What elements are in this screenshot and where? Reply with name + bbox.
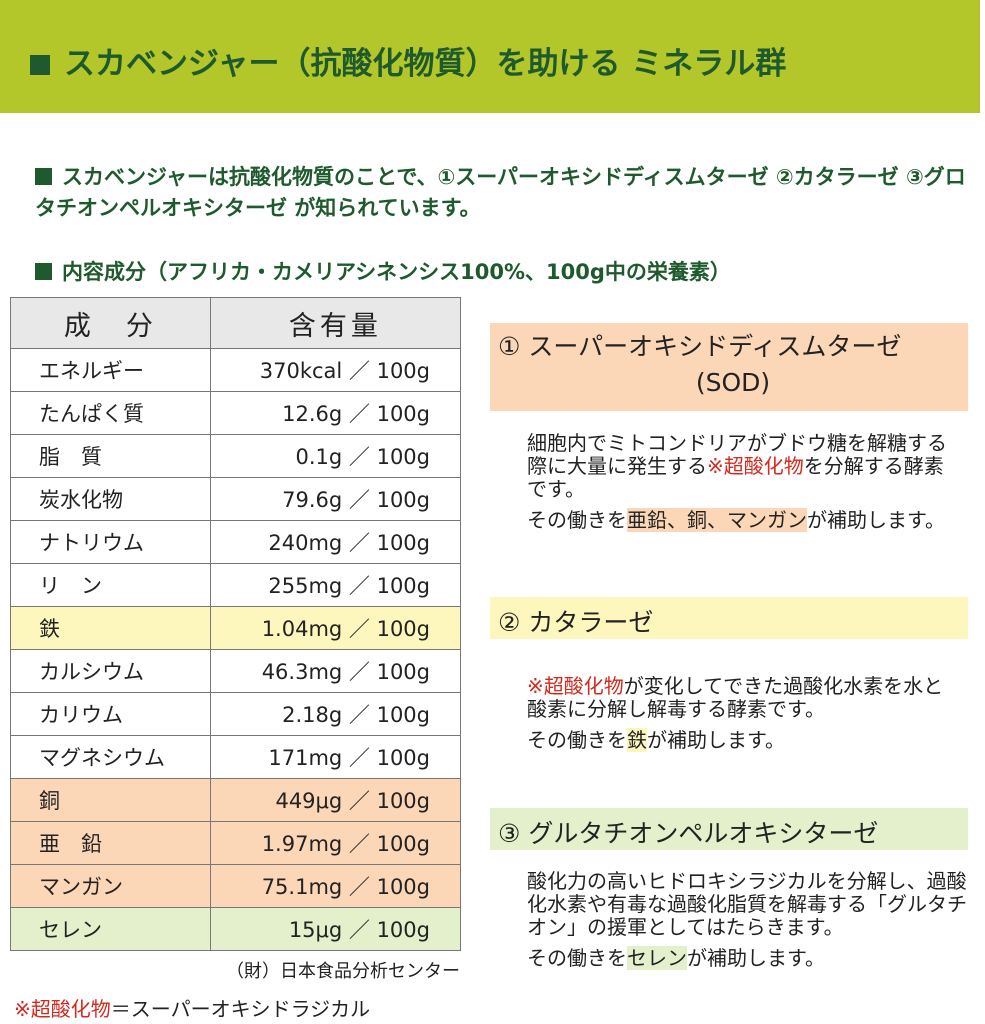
amount-cell: 171mg ／ 100g: [209, 735, 462, 779]
amount-cell: 2.18g ／ 100g: [209, 692, 462, 736]
footnote-text: ＝スーパーオキシドラジカル: [110, 997, 371, 1021]
component-cell: カルシウム: [10, 649, 211, 693]
amount-cell: 15μg ／ 100g: [209, 907, 462, 951]
intro: スカベンジャーは抗酸化物質のことで、①スーパーオキシドディスムターゼ ②カタラー…: [35, 162, 975, 224]
enzyme-subtitle: (SOD): [695, 368, 771, 397]
header: スカベンジャー（抗酸化物質）を助ける ミネラル群: [0, 0, 980, 113]
source: （財）日本食品分析センター: [226, 961, 460, 982]
intro-text: スカベンジャーは抗酸化物質のことで、①スーパーオキシドディスムターゼ ②カタラー…: [35, 165, 966, 220]
enzyme-text: 酸化力の高いヒドロキシラジカルを分解し、過酸化水素や有毒な過酸化脂質を解毒する「…: [527, 870, 982, 978]
component-cell: たんぱく質: [10, 391, 211, 435]
table-row: 炭水化物 79.6g ／ 100g: [10, 477, 462, 521]
table-row: カリウム 2.18g ／ 100g: [10, 692, 462, 736]
amount-cell: 46.3mg ／ 100g: [209, 649, 462, 693]
enzyme-title: ① スーパーオキシドディスムターゼ: [498, 332, 902, 361]
component-cell: 亜 鉛: [10, 821, 211, 865]
amount-cell: 79.6g ／ 100g: [209, 477, 462, 521]
amount-cell: 240mg ／ 100g: [209, 520, 462, 564]
amount-cell: 449μg ／ 100g: [209, 778, 462, 822]
text: ※超酸化物: [527, 674, 624, 698]
footnote: ※超酸化物＝スーパーオキシドラジカル: [14, 993, 370, 1022]
text: が変化してできた過酸化水素を水と酸素に分解し解毒する酵素です。: [527, 674, 944, 721]
enzyme-title: ③ グルタチオンペルオキシターゼ: [498, 819, 879, 848]
caption-text: 内容成分（アフリカ・カメリアシネンシス100%、100g中の栄養素）: [62, 260, 731, 284]
enzyme-text: ※超酸化物が変化してできた過酸化水素を水と酸素に分解し解毒する酵素です。 その働…: [527, 675, 957, 760]
enzyme-title: ② カタラーゼ: [498, 608, 654, 637]
table-row: ナトリウム 240mg ／ 100g: [10, 520, 462, 564]
enzyme-text: 細胞内でミトコンドリアがブドウ糖を解糖する際に大量に発生する※超酸化物を分解する…: [527, 432, 957, 540]
table-row: マグネシウム 171mg ／ 100g: [10, 735, 462, 779]
amount-cell: 1.97mg ／ 100g: [209, 821, 462, 865]
enzyme-box: ③ グルタチオンペルオキシターゼ: [490, 808, 968, 850]
text: その働きを: [527, 508, 627, 532]
table-row: 脂 質 0.1g ／ 100g: [10, 434, 462, 478]
highlight: 鉄: [627, 728, 647, 752]
text: 細胞内でミトコンドリアがブドウ糖を解糖する際に大量に発生する: [527, 431, 947, 478]
amount-cell: 75.1mg ／ 100g: [209, 864, 462, 908]
header-cell: 含有量: [209, 297, 462, 349]
header-cell: 成 分: [10, 297, 211, 349]
enzyme-box: ① スーパーオキシドディスムターゼ (SOD): [490, 323, 968, 411]
component-cell: マンガン: [10, 864, 211, 908]
text: が補助します。: [687, 946, 825, 970]
component-cell: 脂 質: [10, 434, 211, 478]
text: が補助します。: [807, 508, 945, 532]
component-cell: セレン: [10, 907, 211, 951]
amount-cell: 370kcal ／ 100g: [209, 348, 462, 392]
table-row: リ ン 255mg ／ 100g: [10, 563, 462, 607]
amount-cell: 0.1g ／ 100g: [209, 434, 462, 478]
component-cell: 銅: [10, 778, 211, 822]
header-title: スカベンジャー（抗酸化物質）を助ける ミネラル群: [30, 38, 786, 83]
component-cell: 炭水化物: [10, 477, 211, 521]
table-row: たんぱく質 12.6g ／ 100g: [10, 391, 462, 435]
enzyme-box: ② カタラーゼ: [490, 597, 968, 639]
text: ※超酸化物: [707, 454, 804, 478]
title-text: スカベンジャー（抗酸化物質）を助ける ミネラル群: [64, 46, 787, 82]
amount-cell: 12.6g ／ 100g: [209, 391, 462, 435]
highlight: 亜鉛、銅、マンガン: [627, 508, 807, 532]
amount-cell: 255mg ／ 100g: [209, 563, 462, 607]
component-cell: リ ン: [10, 563, 211, 607]
table-caption: 内容成分（アフリカ・カメリアシネンシス100%、100g中の栄養素）: [35, 256, 731, 286]
text: その働きを: [527, 946, 627, 970]
table-row: 鉄 1.04mg ／ 100g: [10, 606, 462, 650]
component-cell: マグネシウム: [10, 735, 211, 779]
component-cell: ナトリウム: [10, 520, 211, 564]
table-row: 銅 449μg ／ 100g: [10, 778, 462, 822]
component-cell: カリウム: [10, 692, 211, 736]
text: 酸化力の高いヒドロキシラジカルを分解し、過酸化水素や有毒な過酸化脂質を解毒する「…: [527, 869, 967, 939]
table-row: マンガン 75.1mg ／ 100g: [10, 864, 462, 908]
table-row: エネルギー 370kcal ／ 100g: [10, 348, 462, 392]
highlight: セレン: [627, 946, 687, 970]
text: その働きを: [527, 728, 627, 752]
nutrition-table: 成 分含有量 エネルギー 370kcal ／ 100g たんぱく質 12.6g ／ 10…: [10, 297, 462, 951]
text: を分解する酵素です。: [527, 454, 944, 501]
component-cell: エネルギー: [10, 348, 211, 392]
table-row: カルシウム 46.3mg ／ 100g: [10, 649, 462, 693]
component-cell: 鉄: [10, 606, 211, 650]
table-row: セレン 15μg ／ 100g: [10, 907, 462, 951]
amount-cell: 1.04mg ／ 100g: [209, 606, 462, 650]
footnote-term: ※超酸化物: [14, 997, 111, 1021]
text: が補助します。: [647, 728, 785, 752]
table-row: 亜 鉛 1.97mg ／ 100g: [10, 821, 462, 865]
